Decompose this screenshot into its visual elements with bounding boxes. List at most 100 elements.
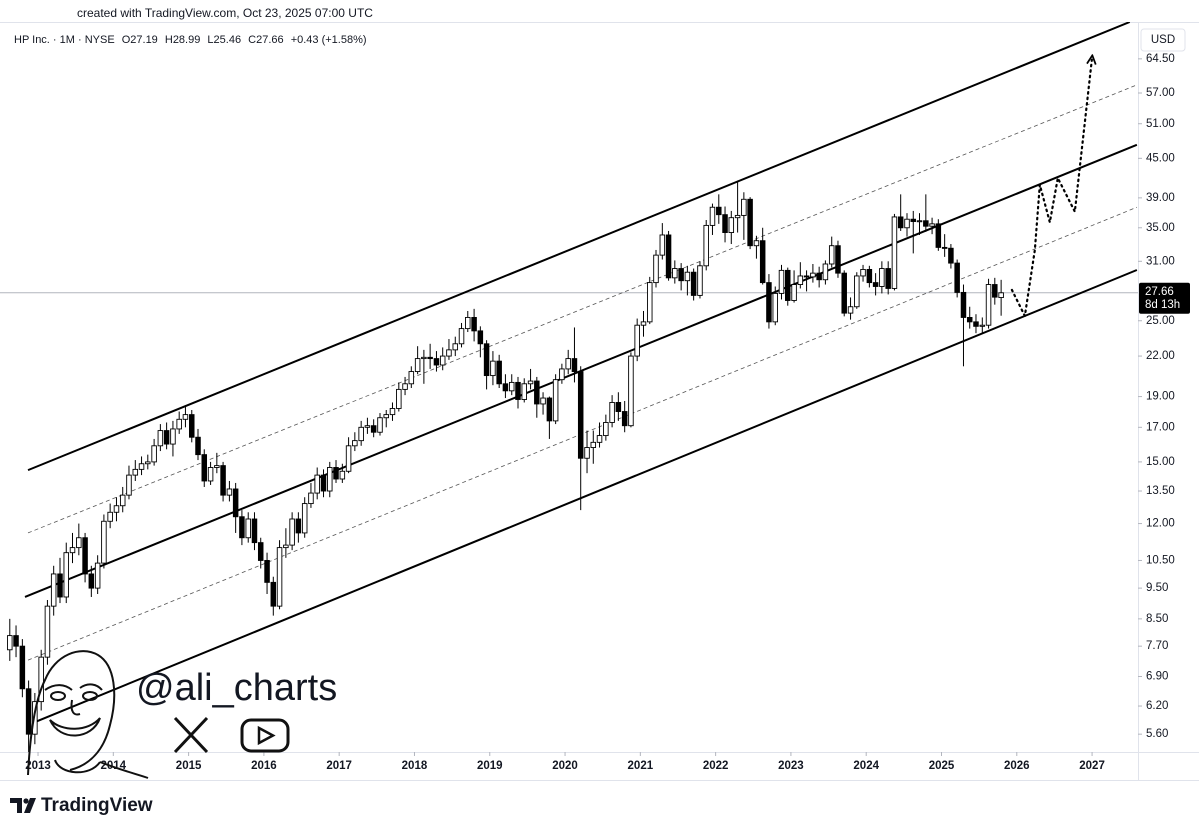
y-tick-label: 51.00 <box>1146 118 1175 130</box>
candle-body <box>709 206 716 226</box>
candle-body <box>477 330 484 345</box>
candle-body <box>646 282 653 323</box>
countdown-label: 8d 13h <box>1145 299 1180 311</box>
y-tick-label: 6.90 <box>1146 671 1168 683</box>
candle-body <box>979 324 986 327</box>
x-tick-label: 2015 <box>176 760 202 772</box>
candle-body <box>138 463 145 470</box>
projection-path <box>1010 60 1092 320</box>
candle-body <box>866 268 873 284</box>
candle-body <box>527 380 534 385</box>
candle-body <box>841 272 847 314</box>
candle-body <box>44 605 51 658</box>
candle-body <box>521 383 527 400</box>
candle-body <box>697 265 703 296</box>
candle-body <box>816 272 822 281</box>
candle-body <box>251 518 258 544</box>
candle-body <box>220 465 226 496</box>
candle-body <box>577 371 584 459</box>
candle-body <box>910 218 917 222</box>
candle-body <box>540 397 546 405</box>
ohlc-low: L25.46 <box>207 34 241 46</box>
x-tick-label: 2013 <box>25 760 51 772</box>
candle-body <box>797 275 804 285</box>
y-tick-label: 31.00 <box>1146 255 1175 267</box>
candle-body <box>408 371 415 385</box>
candle-body <box>433 358 440 366</box>
candle-body <box>50 573 57 607</box>
candle-body <box>465 317 471 330</box>
x-tick-label: 2021 <box>628 760 654 772</box>
candle-body <box>145 461 151 465</box>
y-tick-label: 25.00 <box>1146 315 1175 327</box>
candle-body <box>722 214 728 233</box>
candle-body <box>63 552 70 598</box>
y-tick-label: 7.70 <box>1146 640 1168 652</box>
candle-body <box>239 516 245 539</box>
candle-body <box>358 426 364 442</box>
y-tick-label: 12.00 <box>1146 518 1175 530</box>
candle-body <box>741 198 747 216</box>
candle-body <box>82 537 88 575</box>
ohlc-close: C27.66 <box>248 34 283 46</box>
candle-body <box>778 269 785 294</box>
candle-body <box>703 224 709 267</box>
candle-body <box>113 505 120 513</box>
candle-body <box>352 440 358 447</box>
candle-body <box>94 562 101 589</box>
x-tick-label: 2022 <box>703 760 729 772</box>
legend-line: HP Inc. · 1M · NYSE O27.19 H28.99 L25.46… <box>14 34 367 46</box>
candle-body <box>396 388 402 409</box>
candle-body <box>584 447 590 459</box>
candle-body <box>904 218 910 229</box>
candle-body <box>25 688 32 735</box>
ohlc-high: H28.99 <box>165 34 200 46</box>
candle-body <box>496 360 502 385</box>
x-tick-label: 2025 <box>929 760 955 772</box>
candle-body <box>766 282 772 323</box>
candle-body <box>439 355 446 366</box>
candle-body <box>320 474 327 492</box>
candle-body <box>872 282 879 287</box>
y-tick-label: 8.50 <box>1146 613 1168 625</box>
candle-body <box>308 492 314 505</box>
avatar <box>27 650 149 779</box>
candle-body <box>126 474 132 496</box>
candle-body <box>753 240 760 247</box>
candle-body <box>232 488 239 518</box>
watermark: @ali_charts <box>27 650 337 779</box>
last-price-label: 27.66 <box>1145 286 1174 298</box>
candle-body <box>370 425 377 433</box>
candle-body <box>490 360 496 377</box>
y-tick-label: 35.00 <box>1146 222 1175 234</box>
candle-body <box>941 246 948 249</box>
currency-box[interactable] <box>1140 28 1186 52</box>
x-tick-label: 2026 <box>1004 760 1030 772</box>
candle-body <box>283 544 289 549</box>
y-tick-label: 57.00 <box>1146 87 1175 99</box>
candle-body <box>822 263 829 281</box>
candle-body <box>427 356 433 360</box>
candle-body <box>132 468 139 476</box>
candle-body <box>314 474 320 494</box>
x-tick-label: 2018 <box>402 760 428 772</box>
y-tick-label: 13.50 <box>1146 485 1175 497</box>
candle-body <box>88 573 95 589</box>
candle-body <box>383 414 389 419</box>
candle-body <box>257 542 264 561</box>
candle-body <box>19 645 26 690</box>
candle-body <box>747 198 753 247</box>
candle-body <box>659 234 666 256</box>
candle-body <box>157 430 164 447</box>
candle-body <box>264 560 270 583</box>
brand-logo <box>10 798 36 813</box>
candle-body <box>502 383 509 392</box>
candle-body <box>973 321 979 327</box>
candle-body <box>885 268 891 289</box>
currency[interactable]: USD <box>1151 34 1175 46</box>
y-tick-label: 17.00 <box>1146 421 1175 433</box>
trend-line <box>34 269 1138 724</box>
candle-body <box>364 425 371 428</box>
candle-body <box>810 272 816 278</box>
